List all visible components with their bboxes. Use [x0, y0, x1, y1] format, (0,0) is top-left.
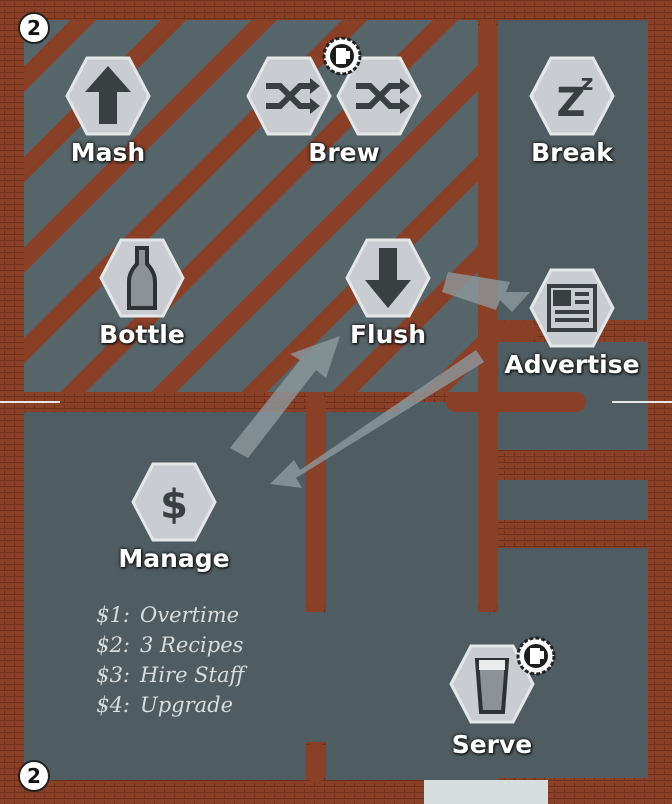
arrow-down-icon [365, 248, 411, 308]
serve-hex [449, 644, 535, 724]
brew-hexes [246, 56, 422, 136]
flush-hex [345, 238, 431, 318]
manage-label: Manage [118, 544, 230, 573]
dollar-icon: $ [160, 482, 188, 528]
mash-label: Mash [70, 138, 146, 167]
action-mash[interactable]: Mash [58, 56, 158, 176]
action-manage[interactable]: $ Manage [118, 462, 230, 582]
arrow-up-icon [85, 66, 131, 124]
manage-option[interactable]: $2: 3 Recipes [96, 633, 244, 657]
player-count-badge-bottom: 2 [18, 760, 50, 792]
action-break[interactable]: Z z Break [522, 56, 622, 176]
action-brew[interactable]: Brew [246, 56, 442, 176]
manage-hex: $ [131, 462, 217, 542]
action-bottle[interactable]: Bottle [92, 238, 192, 358]
manage-option[interactable]: $1: Overtime [96, 603, 240, 627]
break-label: Break [531, 138, 613, 167]
upgrade-cap-icon-brew [322, 36, 362, 76]
flush-label: Flush [349, 320, 427, 349]
newspaper-icon [547, 284, 597, 332]
advertise-hex [529, 268, 615, 348]
brew-label: Brew [308, 138, 380, 167]
upgrade-cap-icon-serve [516, 636, 556, 676]
advertise-label: Advertise [504, 350, 640, 379]
shuffle-icon [266, 83, 402, 109]
mash-hex [65, 56, 151, 136]
svg-text:z: z [581, 71, 594, 96]
action-flush[interactable]: Flush [338, 238, 438, 358]
player-count-badge-top: 2 [18, 12, 50, 44]
action-advertise[interactable]: Advertise [504, 268, 640, 388]
break-hex: Z z [529, 56, 615, 136]
manage-options-list: $1: Overtime $2: 3 Recipes $3: Hire Staff $… [86, 600, 276, 720]
action-serve[interactable]: Serve [442, 644, 542, 764]
bottle-icon [127, 246, 157, 310]
manage-option[interactable]: $3: Hire Staff [96, 663, 245, 687]
zz-sleep-icon: Z [556, 80, 585, 126]
serve-label: Serve [451, 730, 533, 759]
bottle-hex [99, 238, 185, 318]
bottle-label: Bottle [99, 320, 185, 349]
manage-option[interactable]: $4: Upgrade [96, 693, 234, 717]
